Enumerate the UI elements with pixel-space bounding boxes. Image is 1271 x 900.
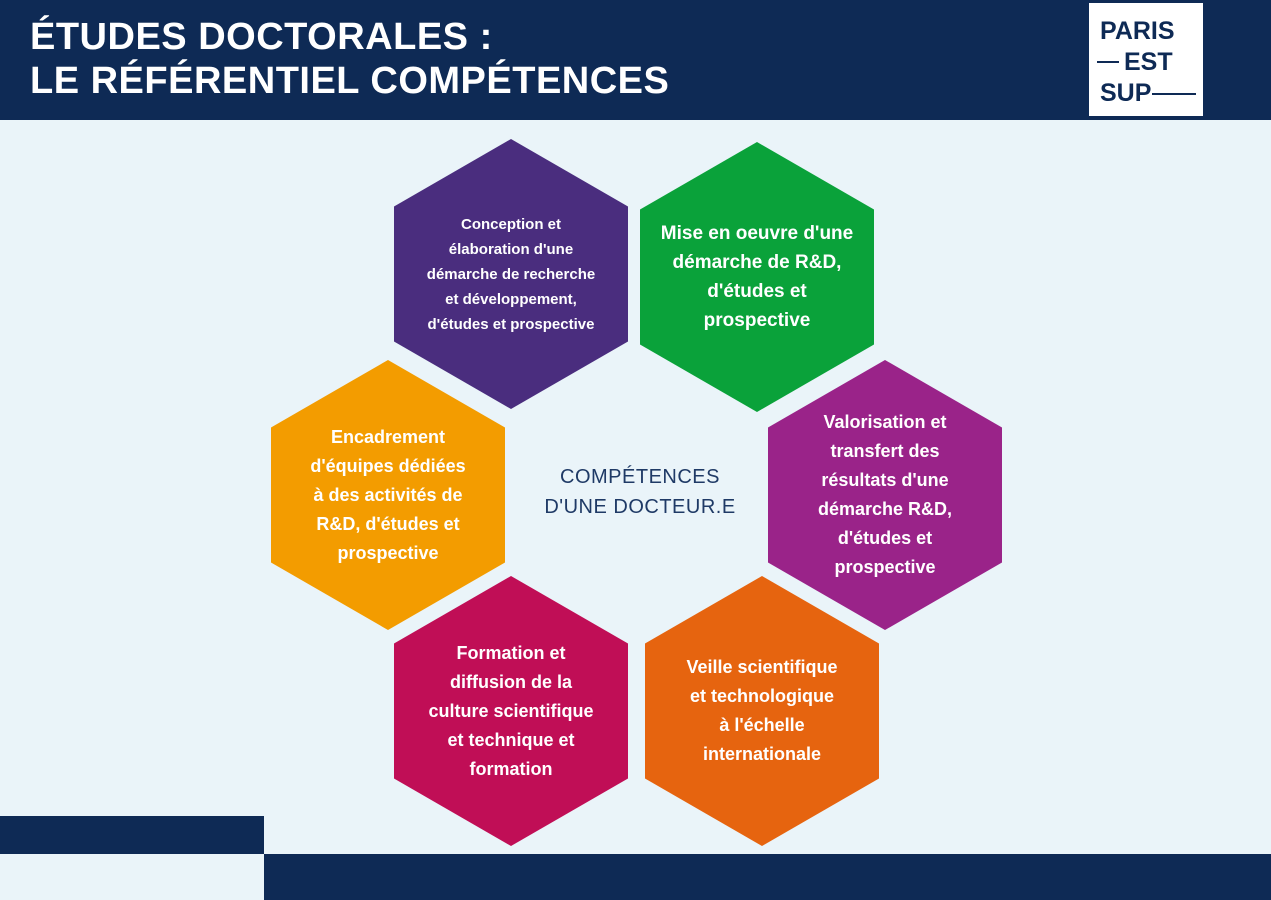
center-label: COMPÉTENCES D'UNE DOCTEUR.E	[544, 466, 736, 518]
hexagon-formation: Formation et diffusion de la culture sci…	[394, 576, 628, 846]
hexagon-conception: Conception et élaboration d'une démarche…	[394, 139, 628, 409]
logo-text-sup: SUP	[1100, 79, 1152, 107]
hexagon-veille: Veille scientifique et technologique à l…	[645, 576, 879, 846]
decorative-bar-bottom	[264, 854, 1271, 900]
hexagon-valorisation: Valorisation et transfert des résultats …	[768, 360, 1002, 630]
hexagon-label-conception: Conception et élaboration d'une démarche…	[426, 215, 596, 333]
header-banner: ÉTUDES DOCTORALES : LE RÉFÉRENTIEL COMPÉ…	[0, 0, 1271, 120]
hexagon-label-mise-en-oeuvre: Mise en oeuvre d'une démarche de R&D, d'…	[660, 223, 854, 331]
logo-text-est: EST	[1124, 48, 1173, 76]
logo-rule-left	[1097, 61, 1119, 63]
hexagon-label-valorisation: Valorisation et transfert des résultats …	[817, 412, 953, 577]
hexagon-label-formation: Formation et diffusion de la culture sci…	[428, 642, 594, 779]
logo-text-paris: PARIS	[1100, 17, 1175, 45]
page-title-line-2: LE RÉFÉRENTIEL COMPÉTENCES	[30, 60, 670, 102]
hexagon-mise-en-oeuvre: Mise en oeuvre d'une démarche de R&D, d'…	[640, 142, 874, 412]
hexagon-label-encadrement: Encadrement d'équipes dédiées à des acti…	[310, 426, 466, 563]
page-title-line-1: ÉTUDES DOCTORALES :	[30, 16, 493, 58]
hexagon-encadrement: Encadrement d'équipes dédiées à des acti…	[271, 360, 505, 630]
decorative-bar-left	[0, 816, 264, 854]
paris-est-sup-logo: PARIS EST SUP	[1089, 3, 1203, 116]
logo-rule-right	[1152, 93, 1196, 95]
hexagon-label-veille: Veille scientifique et technologique à l…	[686, 657, 838, 764]
